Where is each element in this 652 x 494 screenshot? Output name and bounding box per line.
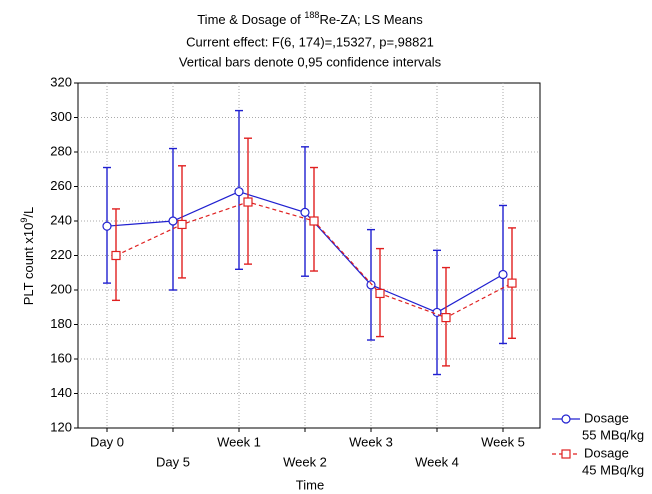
- y-tick-label: 220: [50, 247, 72, 262]
- y-tick-label: 320: [50, 74, 72, 89]
- marker: [177, 219, 187, 230]
- marker: [168, 216, 178, 226]
- marker: [498, 269, 508, 280]
- y-tick-label: 280: [50, 143, 72, 158]
- x-tick-label: Week 1: [217, 434, 261, 449]
- legend-label: Dosage: [584, 410, 629, 425]
- x-axis-label: Time: [296, 477, 324, 492]
- x-tick-label: Day 0: [90, 434, 124, 449]
- marker: [561, 414, 571, 424]
- x-tick-label: Week 5: [481, 434, 525, 449]
- legend-label: 45 MBq/kg: [582, 462, 644, 477]
- legend-label: 55 MBq/kg: [582, 427, 644, 442]
- marker: [300, 207, 310, 217]
- marker: [441, 313, 451, 323]
- legend-label: Dosage: [584, 445, 629, 460]
- y-tick-label: 140: [50, 385, 72, 400]
- subtitle: Vertical bars denote 0,95 confidence int…: [179, 54, 442, 69]
- y-tick-label: 200: [50, 281, 72, 296]
- y-tick-label: 240: [50, 212, 72, 227]
- marker: [111, 250, 121, 261]
- x-tick-label: Week 4: [415, 454, 459, 469]
- y-axis-label: PLT count x109/L: [19, 207, 36, 306]
- y-tick-label: 120: [50, 419, 72, 434]
- y-tick-label: 260: [50, 178, 72, 193]
- y-tick-label: 180: [50, 316, 72, 331]
- x-tick-label: Week 3: [349, 434, 393, 449]
- chart-title: Time & Dosage of 188Re-ZA; LS Means: [197, 10, 423, 27]
- subtitle: Current effect: F(6, 174)=,15327, p=,988…: [186, 34, 434, 49]
- marker: [234, 187, 244, 197]
- marker: [102, 221, 112, 231]
- marker: [561, 449, 571, 459]
- x-tick-label: Week 2: [283, 454, 327, 469]
- marker: [309, 216, 319, 226]
- series: [111, 137, 517, 367]
- marker: [375, 288, 385, 299]
- x-tick-label: Day 5: [156, 454, 190, 469]
- series: [102, 109, 508, 376]
- y-tick-label: 300: [50, 109, 72, 124]
- marker: [243, 197, 253, 207]
- marker: [507, 278, 517, 288]
- marker: [366, 280, 376, 290]
- y-tick-label: 160: [50, 350, 72, 365]
